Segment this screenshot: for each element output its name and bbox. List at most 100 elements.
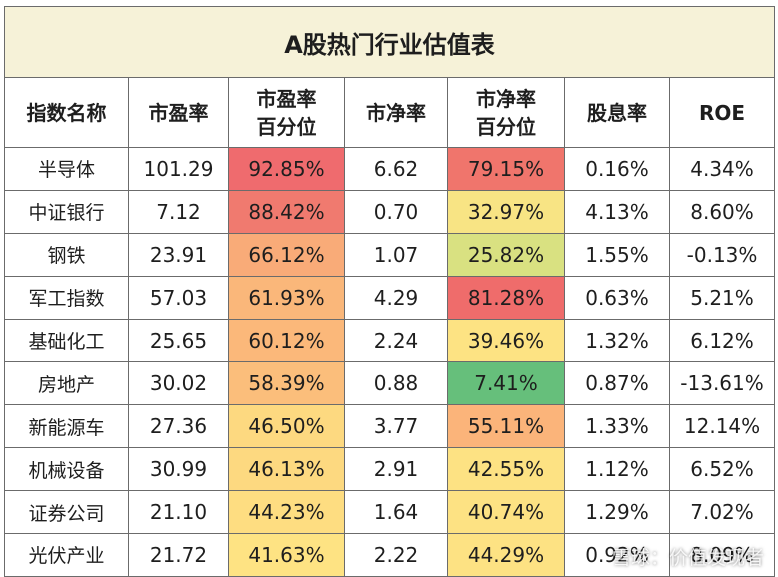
cell-roe: -0.13% <box>668 232 776 277</box>
cell-pb: 1.64 <box>344 490 448 535</box>
cell-pe: 21.10 <box>128 490 229 535</box>
cell-dividend-yield: 0.16% <box>564 147 670 191</box>
cell-pe-percentile: 44.23% <box>228 490 345 535</box>
cell-index-name: 基础化工 <box>4 318 129 363</box>
cell-roe: 7.02% <box>668 490 776 535</box>
cell-pb-percentile: 44.29% <box>447 533 565 577</box>
header-line: 市净率 <box>366 100 426 125</box>
table-row: 钢铁 23.91 66.12% 1.07 25.82% 1.55% -0.13% <box>4 232 776 277</box>
header-pe: 市盈率 <box>128 77 229 148</box>
cell-pb-percentile: 32.97% <box>447 189 565 234</box>
cell-pb: 4.29 <box>344 275 448 320</box>
cell-pe: 57.03 <box>128 275 229 320</box>
cell-dividend-yield: 1.29% <box>564 490 670 535</box>
header-roe: ROE <box>668 77 776 148</box>
cell-pe-percentile: 92.85% <box>228 147 345 191</box>
header-line: 百分位 <box>256 114 317 139</box>
cell-dividend-yield: 1.12% <box>564 447 670 492</box>
cell-index-name: 新能源车 <box>4 404 129 449</box>
cell-dividend-yield: 1.55% <box>564 232 670 277</box>
cell-roe: 4.34% <box>668 147 776 191</box>
cell-pe-percentile: 60.12% <box>228 318 345 363</box>
cell-dividend-yield: 0.92% <box>564 533 670 577</box>
cell-pe: 30.02 <box>128 361 229 406</box>
cell-pe-percentile: 88.42% <box>228 189 345 234</box>
cell-pe: 23.91 <box>128 232 229 277</box>
table-row: 证券公司 21.10 44.23% 1.64 40.74% 1.29% 7.02% <box>4 490 776 535</box>
cell-pe-percentile: 41.63% <box>228 533 345 577</box>
cell-pe: 25.65 <box>128 318 229 363</box>
cell-roe: -13.61% <box>668 361 776 406</box>
cell-pe-percentile: 46.50% <box>228 404 345 449</box>
cell-index-name: 证券公司 <box>4 490 129 535</box>
cell-roe: 6.52% <box>668 447 776 492</box>
cell-pb-percentile: 81.28% <box>447 275 565 320</box>
table-row: 机械设备 30.99 46.13% 2.91 42.55% 1.12% 6.52% <box>4 447 776 492</box>
header-index-name: 指数名称 <box>4 77 129 148</box>
table-row: 光伏产业 21.72 41.63% 2.22 44.29% 0.92% 8.09% <box>4 533 776 577</box>
table-row: 新能源车 27.36 46.50% 3.77 55.11% 1.33% 12.14% <box>4 404 776 449</box>
cell-pb: 3.77 <box>344 404 448 449</box>
table-row: 基础化工 25.65 60.12% 2.24 39.46% 1.32% 6.12% <box>4 318 776 363</box>
cell-index-name: 中证银行 <box>4 189 129 234</box>
cell-index-name: 房地产 <box>4 361 129 406</box>
table-row: 半导体 101.29 92.85% 6.62 79.15% 0.16% 4.34% <box>4 147 776 191</box>
cell-index-name: 光伏产业 <box>4 533 129 577</box>
cell-pe-percentile: 61.93% <box>228 275 345 320</box>
cell-pb: 2.91 <box>344 447 448 492</box>
cell-pb-percentile: 39.46% <box>447 318 565 363</box>
cell-roe: 5.21% <box>668 275 776 320</box>
cell-pe: 30.99 <box>128 447 229 492</box>
cell-dividend-yield: 0.87% <box>564 361 670 406</box>
cell-pb-percentile: 55.11% <box>447 404 565 449</box>
header-line: 市盈率 <box>256 86 317 111</box>
cell-index-name: 军工指数 <box>4 275 129 320</box>
cell-dividend-yield: 1.33% <box>564 404 670 449</box>
table-title: A股热门行业估值表 <box>3 6 776 78</box>
cell-pe: 21.72 <box>128 533 229 577</box>
header-line: 指数名称 <box>26 100 107 125</box>
cell-pb-percentile: 42.55% <box>447 447 565 492</box>
header-line: ROE <box>698 100 746 125</box>
header-line: 百分位 <box>476 114 536 139</box>
cell-index-name: 半导体 <box>4 147 129 191</box>
cell-pe: 101.29 <box>128 147 229 191</box>
cell-pb: 0.70 <box>344 189 448 234</box>
cell-roe: 8.09% <box>668 533 776 577</box>
cell-pb-percentile: 79.15% <box>447 147 565 191</box>
cell-pe: 27.36 <box>128 404 229 449</box>
cell-pb: 0.88 <box>344 361 448 406</box>
cell-pe-percentile: 46.13% <box>228 447 345 492</box>
cell-pe-percentile: 58.39% <box>228 361 345 406</box>
header-pb-percentile: 市净率 百分位 <box>447 77 565 148</box>
valuation-table: A股热门行业估值表 指数名称 市盈率 市盈率 百分位 市净率 市净率 百分位 股息率 ROE 半… <box>3 6 776 577</box>
cell-pe-percentile: 66.12% <box>228 232 345 277</box>
header-row: 指数名称 市盈率 市盈率 百分位 市净率 市净率 百分位 股息率 ROE <box>4 77 776 148</box>
cell-pb: 1.07 <box>344 232 448 277</box>
header-line: 股息率 <box>587 100 647 125</box>
cell-roe: 8.60% <box>668 189 776 234</box>
cell-dividend-yield: 1.32% <box>564 318 670 363</box>
cell-pb: 2.22 <box>344 533 448 577</box>
cell-pe: 7.12 <box>128 189 229 234</box>
cell-dividend-yield: 4.13% <box>564 189 670 234</box>
cell-pb-percentile: 40.74% <box>447 490 565 535</box>
cell-dividend-yield: 0.63% <box>564 275 670 320</box>
header-dividend-yield: 股息率 <box>564 77 670 148</box>
cell-index-name: 机械设备 <box>4 447 129 492</box>
header-line: 市净率 <box>476 86 536 111</box>
cell-pb: 2.24 <box>344 318 448 363</box>
header-line: 市盈率 <box>148 100 209 125</box>
header-pb: 市净率 <box>344 77 448 148</box>
cell-pb: 6.62 <box>344 147 448 191</box>
cell-pb-percentile: 25.82% <box>447 232 565 277</box>
table-row: 房地产 30.02 58.39% 0.88 7.41% 0.87% -13.61% <box>4 361 776 406</box>
cell-roe: 12.14% <box>668 404 776 449</box>
table-row: 中证银行 7.12 88.42% 0.70 32.97% 4.13% 8.60% <box>4 189 776 234</box>
table-body: 半导体 101.29 92.85% 6.62 79.15% 0.16% 4.34% 中证银行 7… <box>4 147 776 577</box>
cell-roe: 6.12% <box>668 318 776 363</box>
cell-pb-percentile: 7.41% <box>447 361 565 406</box>
header-pe-percentile: 市盈率 百分位 <box>228 77 345 148</box>
cell-index-name: 钢铁 <box>4 232 129 277</box>
